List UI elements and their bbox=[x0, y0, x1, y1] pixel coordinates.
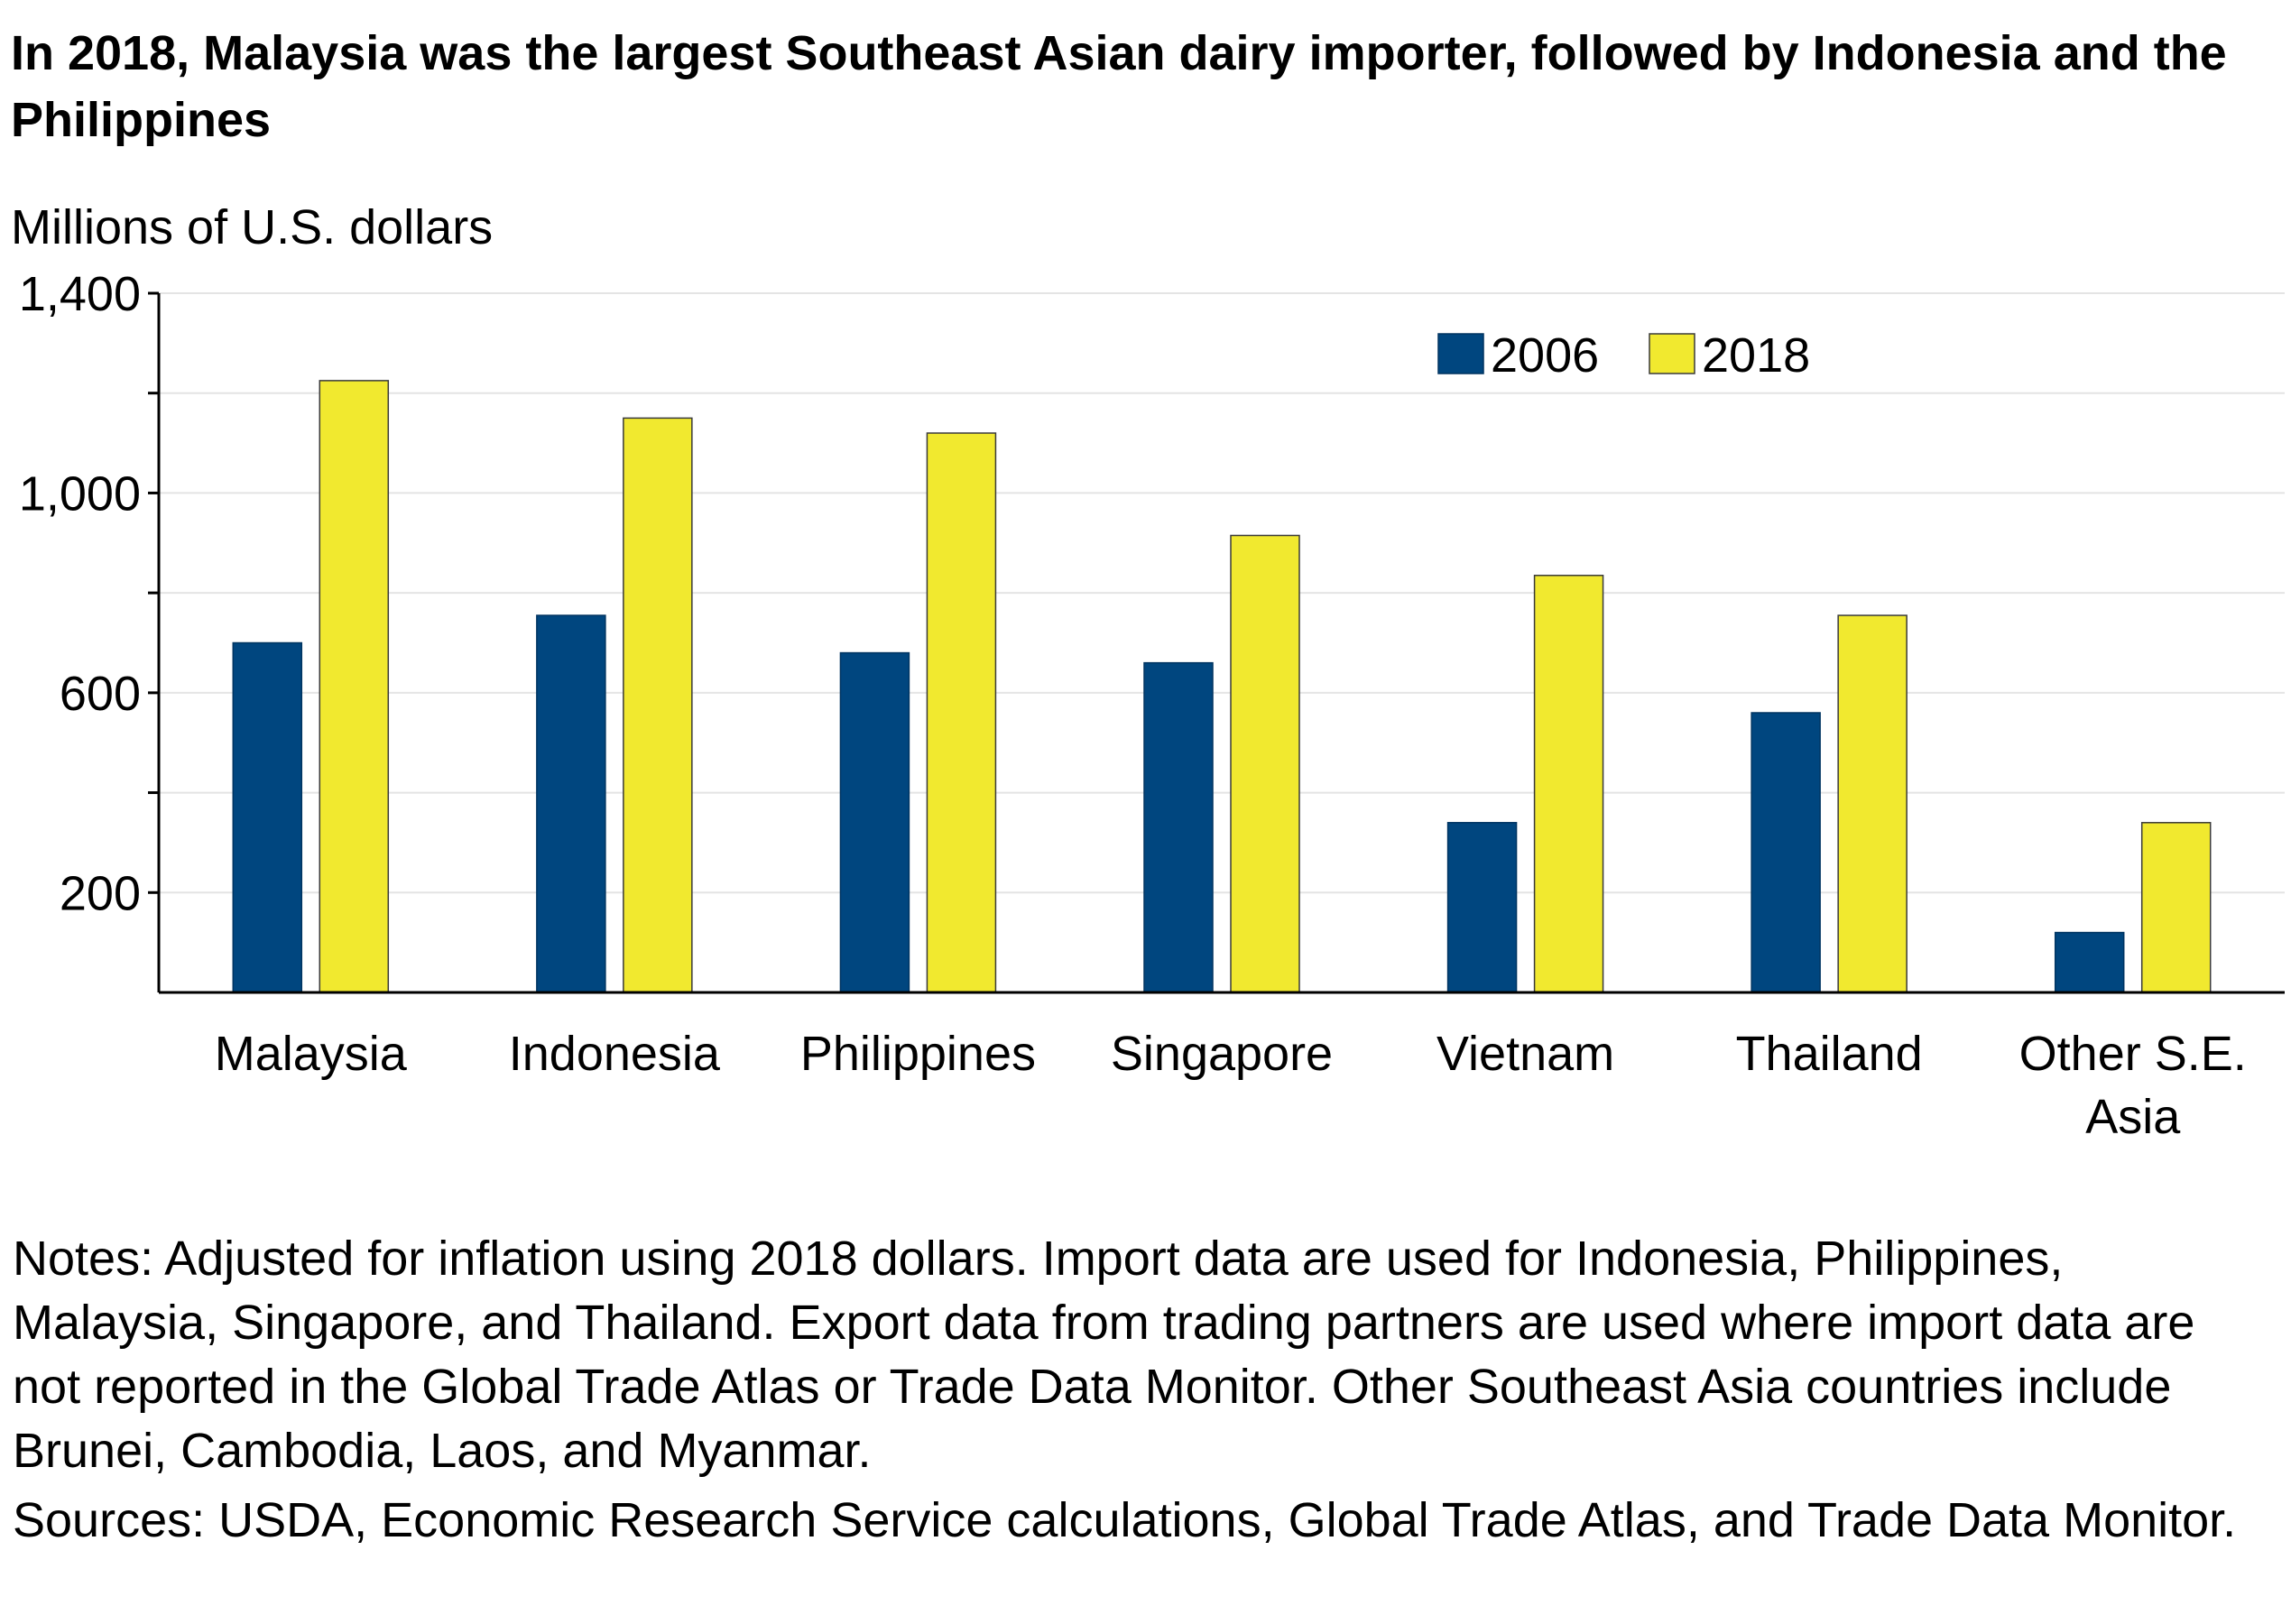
bar-2018 bbox=[319, 380, 390, 993]
chart-title: In 2018, Malaysia was the largest Southe… bbox=[11, 26, 2227, 147]
x-tick-label: Indonesia bbox=[509, 1027, 721, 1081]
legend-label-2018: 2018 bbox=[1702, 328, 1810, 383]
bar-2006 bbox=[2054, 931, 2125, 993]
bar-2018 bbox=[926, 432, 997, 993]
bar-chart: 200 600 1,000 1,400 Malaysia Indonesia Philipp… bbox=[11, 200, 2285, 1144]
x-tick-label: Asia bbox=[2085, 1090, 2181, 1144]
bar-2018 bbox=[1230, 534, 1300, 993]
bar-2018 bbox=[1533, 575, 1604, 993]
x-tick-label: Other S.E. bbox=[2019, 1027, 2247, 1081]
bar-2006 bbox=[536, 614, 606, 993]
y-axis-label: Millions of U.S. dollars bbox=[11, 200, 493, 254]
y-tick-label: 1,400 bbox=[19, 267, 141, 321]
legend: 2006 2018 bbox=[1437, 328, 1810, 383]
bar-2018 bbox=[2140, 822, 2212, 993]
legend-swatch-2006 bbox=[1437, 333, 1484, 374]
bars bbox=[232, 380, 2212, 993]
bar-2006 bbox=[839, 651, 910, 993]
notes-block: Notes: Adjusted for inflation using 2018… bbox=[13, 1227, 2268, 1553]
bar-2018 bbox=[1837, 614, 1908, 993]
x-tick-label: Singapore bbox=[1111, 1027, 1333, 1081]
bar-2006 bbox=[1143, 661, 1214, 993]
x-tick-label: Vietnam bbox=[1436, 1027, 1614, 1081]
notes-text: Notes: Adjusted for inflation using 2018… bbox=[13, 1232, 2195, 1478]
bar-2006 bbox=[1751, 712, 1821, 993]
y-tick-label: 600 bbox=[60, 667, 141, 721]
legend-swatch-2018 bbox=[1649, 333, 1695, 374]
x-tick-label: Malaysia bbox=[215, 1027, 408, 1081]
axes bbox=[148, 291, 2285, 994]
gridlines bbox=[159, 292, 2285, 894]
legend-label-2006: 2006 bbox=[1491, 328, 1599, 383]
y-tick-label: 200 bbox=[60, 866, 141, 920]
sources-text: Sources: USDA, Economic Research Service… bbox=[13, 1493, 2237, 1547]
tick-labels: 200 600 1,000 1,400 Malaysia Indonesia Philipp… bbox=[19, 267, 2247, 1144]
x-tick-label: Thailand bbox=[1736, 1027, 1923, 1081]
y-tick-label: 1,000 bbox=[19, 466, 141, 521]
x-tick-label: Philippines bbox=[800, 1027, 1036, 1081]
bar-2018 bbox=[623, 417, 693, 993]
bar-2006 bbox=[1446, 822, 1518, 993]
bar-2006 bbox=[232, 641, 303, 993]
